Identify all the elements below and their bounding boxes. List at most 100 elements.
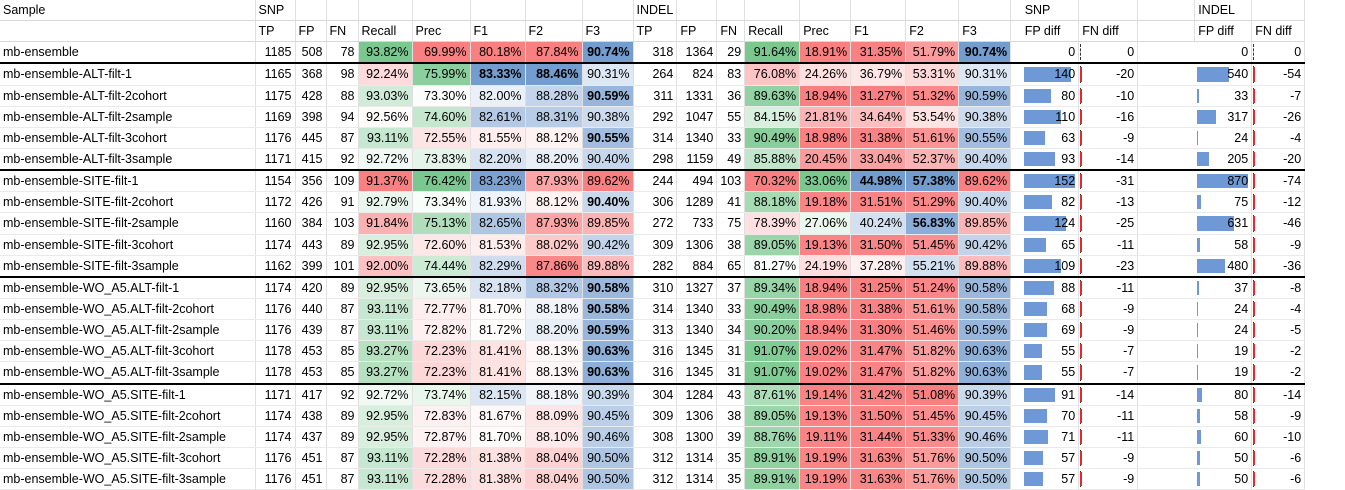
indel-f1-cell[interactable]: 44.98% xyxy=(850,170,907,193)
header-cell[interactable]: F3 xyxy=(582,20,634,43)
sample-name-cell[interactable]: mb-ensemble-WO_A5.SITE-filt-2cohort xyxy=(0,405,256,427)
indel-prec-cell[interactable]: 21.81% xyxy=(799,106,852,128)
indel-f1-cell[interactable]: 33.04% xyxy=(850,148,907,172)
snp-f1-cell[interactable]: 82.20% xyxy=(470,148,526,172)
fp-diff-cell[interactable]: 82 xyxy=(1021,191,1080,214)
snp-fp-cell[interactable]: 415 xyxy=(295,148,327,172)
snp-prec-cell[interactable]: 74.60% xyxy=(412,106,471,128)
indel-f1-cell[interactable]: 31.63% xyxy=(850,468,907,490)
snp-f2-cell[interactable]: 88.04% xyxy=(525,447,583,470)
indel-tp-cell[interactable]: 282 xyxy=(633,255,678,278)
indel-f1-cell[interactable]: 34.64% xyxy=(850,106,907,128)
snp-fn-cell[interactable]: 101 xyxy=(326,255,359,278)
indel-fn-cell[interactable]: 55 xyxy=(716,106,746,128)
snp-tp-cell[interactable]: 1176 xyxy=(255,127,296,149)
indel-recall-cell[interactable]: 89.34% xyxy=(744,276,801,299)
indel-fp-cell[interactable]: 1284 xyxy=(676,383,718,406)
indel-recall-cell[interactable]: 81.27% xyxy=(744,255,801,278)
indel-recall-cell[interactable]: 78.39% xyxy=(744,212,801,235)
header-cell[interactable] xyxy=(470,0,526,22)
fn-diff-cell[interactable]: -9 xyxy=(1251,234,1306,256)
sample-name-cell[interactable]: mb-ensemble-SITE-filt-1 xyxy=(0,170,256,193)
indel-fn-cell[interactable]: 39 xyxy=(716,426,746,448)
snp-recall-cell[interactable]: 92.24% xyxy=(358,63,413,86)
indel-f3-cell[interactable]: 90.59% xyxy=(958,85,1012,107)
fp-diff-cell[interactable]: 80 xyxy=(1021,85,1080,107)
indel-fp-cell[interactable]: 1345 xyxy=(676,361,718,385)
snp-tp-cell[interactable]: 1178 xyxy=(255,340,296,363)
fp-diff-cell[interactable]: 70 xyxy=(1021,405,1080,427)
indel-recall-cell[interactable]: 90.49% xyxy=(744,127,801,149)
sample-name-cell[interactable]: mb-ensemble-ALT-filt-2sample xyxy=(0,106,256,128)
indel-fp-cell[interactable]: 1314 xyxy=(676,447,718,470)
indel-f3-cell[interactable]: 89.62% xyxy=(958,170,1012,193)
snp-fp-cell[interactable]: 426 xyxy=(295,191,327,214)
indel-f3-cell[interactable]: 90.40% xyxy=(958,148,1012,172)
snp-recall-cell[interactable]: 92.72% xyxy=(358,383,413,406)
header-cell[interactable]: TP xyxy=(633,20,678,43)
fp-diff-cell[interactable]: 58 xyxy=(1194,405,1253,427)
header-cell[interactable]: F1 xyxy=(850,20,907,43)
fp-diff-cell[interactable]: 58 xyxy=(1194,234,1253,256)
snp-f1-cell[interactable]: 81.72% xyxy=(470,319,526,342)
snp-tp-cell[interactable]: 1171 xyxy=(255,383,296,406)
indel-tp-cell[interactable]: 292 xyxy=(633,106,678,128)
indel-recall-cell[interactable]: 87.61% xyxy=(744,383,801,406)
fn-diff-cell[interactable]: -2 xyxy=(1251,340,1306,363)
snp-f3-cell[interactable]: 90.50% xyxy=(582,468,634,490)
snp-f3-cell[interactable]: 90.39% xyxy=(582,383,634,406)
fn-diff-cell[interactable]: -9 xyxy=(1078,127,1139,149)
snp-prec-cell[interactable]: 72.83% xyxy=(412,405,471,427)
header-cell[interactable]: Recall xyxy=(358,20,413,43)
indel-fn-cell[interactable]: 36 xyxy=(716,85,746,107)
indel-f1-cell[interactable]: 36.79% xyxy=(850,63,907,86)
header-cell[interactable] xyxy=(0,20,256,43)
indel-f2-cell[interactable]: 51.45% xyxy=(905,405,960,427)
indel-fp-cell[interactable]: 1289 xyxy=(676,191,718,214)
snp-fn-cell[interactable]: 85 xyxy=(326,361,359,385)
fn-diff-cell[interactable]: -9 xyxy=(1078,447,1139,470)
fn-diff-cell[interactable]: 0 xyxy=(1078,41,1139,65)
indel-prec-cell[interactable]: 18.91% xyxy=(799,41,852,65)
snp-recall-cell[interactable]: 93.11% xyxy=(358,298,413,321)
indel-f3-cell[interactable]: 90.63% xyxy=(958,340,1012,363)
snp-tp-cell[interactable]: 1176 xyxy=(255,319,296,342)
snp-recall-cell[interactable]: 92.72% xyxy=(358,148,413,172)
header-cell[interactable]: Prec xyxy=(799,20,852,43)
fn-diff-cell[interactable]: -11 xyxy=(1078,405,1139,427)
snp-prec-cell[interactable]: 76.42% xyxy=(412,170,471,193)
snp-f3-cell[interactable]: 90.63% xyxy=(582,361,634,385)
snp-f3-cell[interactable]: 90.59% xyxy=(582,319,634,342)
fp-diff-cell[interactable]: 110 xyxy=(1021,106,1080,128)
indel-f3-cell[interactable]: 90.58% xyxy=(958,276,1012,299)
indel-tp-cell[interactable]: 304 xyxy=(633,383,678,406)
snp-fp-cell[interactable]: 451 xyxy=(295,447,327,470)
snp-f3-cell[interactable]: 90.40% xyxy=(582,148,634,172)
snp-recall-cell[interactable]: 92.79% xyxy=(358,191,413,214)
snp-f1-cell[interactable]: 80.18% xyxy=(470,41,526,65)
snp-recall-cell[interactable]: 93.11% xyxy=(358,319,413,342)
snp-f1-cell[interactable]: 82.00% xyxy=(470,85,526,107)
snp-f3-cell[interactable]: 90.74% xyxy=(582,41,634,65)
sample-name-cell[interactable]: mb-ensemble-WO_A5.ALT-filt-2cohort xyxy=(0,298,256,321)
snp-fn-cell[interactable]: 89 xyxy=(326,426,359,448)
snp-fp-cell[interactable]: 420 xyxy=(295,276,327,299)
fn-diff-cell[interactable]: -7 xyxy=(1078,361,1139,385)
indel-f2-cell[interactable]: 57.38% xyxy=(905,170,960,193)
snp-f3-cell[interactable]: 90.31% xyxy=(582,63,634,86)
indel-recall-cell[interactable]: 88.76% xyxy=(744,426,801,448)
indel-tp-cell[interactable]: 316 xyxy=(633,340,678,363)
snp-fn-cell[interactable]: 87 xyxy=(326,127,359,149)
header-cell[interactable]: FP xyxy=(676,20,718,43)
indel-f3-cell[interactable]: 90.46% xyxy=(958,426,1012,448)
header-cell[interactable]: Sample xyxy=(0,0,256,22)
indel-prec-cell[interactable]: 19.19% xyxy=(799,468,852,490)
fn-diff-cell[interactable]: 0 xyxy=(1251,41,1306,65)
fn-diff-cell[interactable]: -9 xyxy=(1078,319,1139,342)
fn-diff-cell[interactable]: -20 xyxy=(1251,148,1306,172)
fp-diff-cell[interactable]: 0 xyxy=(1021,41,1080,65)
indel-f3-cell[interactable]: 90.42% xyxy=(958,234,1012,256)
indel-prec-cell[interactable]: 20.45% xyxy=(799,148,852,172)
indel-f3-cell[interactable]: 90.50% xyxy=(958,468,1012,490)
indel-recall-cell[interactable]: 90.49% xyxy=(744,298,801,321)
